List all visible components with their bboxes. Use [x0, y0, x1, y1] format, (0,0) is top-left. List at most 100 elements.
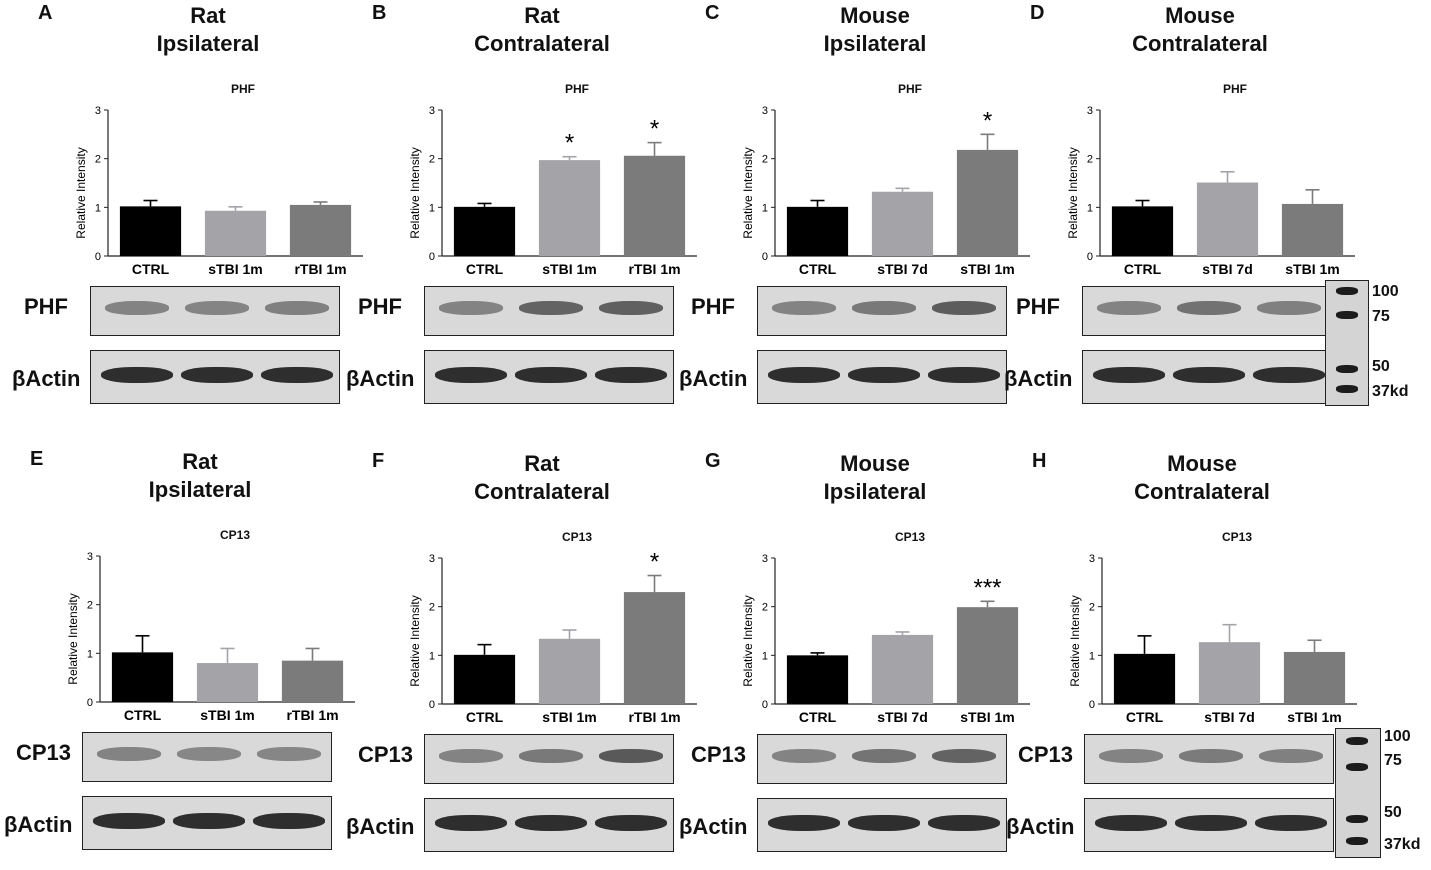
- x-tick-label: sTBI 7d: [877, 261, 928, 277]
- chart-title: PHF: [231, 82, 255, 96]
- blot-protein-label: PHF: [358, 294, 402, 319]
- bar: [1198, 642, 1261, 704]
- ladder-band: [1346, 737, 1368, 745]
- blot-strip-actin: [1084, 798, 1334, 852]
- significance-marker: *: [650, 116, 659, 143]
- blot-actin-label: βActin: [4, 812, 73, 837]
- bar-chart: 0 1 2 3 Relative Intensity CTRL sTBI 7d *** sTBI…: [741, 553, 1030, 725]
- blot-strip-actin: [90, 350, 340, 404]
- protein-band: [852, 301, 916, 315]
- panel-title-side: Contralateral: [1132, 31, 1268, 56]
- significance-marker: ***: [973, 574, 1001, 601]
- ladder-band: [1336, 311, 1358, 319]
- panel-letter: D: [1030, 2, 1045, 24]
- protein-band: [1097, 301, 1161, 315]
- panel-title-side: Contralateral: [474, 31, 610, 56]
- blot-strip-protein: [424, 734, 674, 784]
- panel-h: H Mouse Contralateral CP13 0 1 2 3 Relative Inte…: [1006, 450, 1372, 870]
- mw-marker-37kd: 37kd: [1384, 836, 1421, 853]
- x-tick-label: sTBI 1m: [1285, 261, 1339, 277]
- chart-title: CP13: [894, 530, 926, 544]
- protein-band: [97, 747, 161, 761]
- bar: [538, 160, 601, 256]
- y-tick-label: 1: [762, 202, 768, 214]
- mw-ladder-bottom: [1335, 728, 1381, 858]
- actin-band: [1255, 815, 1327, 831]
- blot-protein-label: CP13: [358, 742, 414, 767]
- protein-band: [599, 749, 663, 763]
- protein-band: [1177, 301, 1241, 315]
- blot-protein-label: CP13: [1018, 742, 1074, 767]
- x-tick-label: sTBI 1m: [542, 261, 596, 277]
- actin-band: [768, 367, 840, 383]
- blot-actin-label: βActin: [346, 814, 415, 839]
- bar: [281, 660, 344, 702]
- bar: [1113, 653, 1176, 704]
- blot-strip-protein: [424, 286, 674, 336]
- protein-band: [185, 301, 249, 315]
- actin-band: [253, 813, 325, 829]
- bar: [111, 652, 174, 702]
- chart-title: PHF: [565, 82, 589, 96]
- blot-actin-label: βActin: [679, 814, 748, 839]
- y-tick-label: 2: [95, 154, 101, 166]
- y-tick-label: 3: [429, 105, 435, 117]
- panel-letter: B: [372, 2, 387, 24]
- x-tick-label: sTBI 7d: [1202, 261, 1253, 277]
- y-tick-label: 2: [1089, 602, 1095, 614]
- x-tick-label: sTBI 1m: [200, 707, 254, 723]
- blot-strip-actin: [757, 350, 1007, 404]
- protein-band: [105, 301, 169, 315]
- blot-strip-protein: [1084, 734, 1334, 784]
- panel-g: G Mouse Ipsilateral CP13 0 1 2 3 Relative Intens…: [679, 450, 1045, 870]
- bar-chart: 0 1 2 3 Relative Intensity CTRL sTBI 7d * sTBI 1…: [741, 105, 1030, 277]
- blot-actin-label: βActin: [1004, 366, 1073, 391]
- mw-marker-37kd: 37kd: [1372, 383, 1409, 400]
- panel-a: A Rat Ipsilateral PHF 0 1 2 3 Relative Intensity…: [12, 2, 378, 422]
- chart-title: PHF: [1223, 82, 1247, 96]
- panel-title-side: Ipsilateral: [156, 31, 260, 56]
- bar: [196, 663, 259, 702]
- x-tick-label: sTBI 1m: [960, 709, 1014, 725]
- actin-band: [93, 813, 165, 829]
- bar: [871, 634, 934, 704]
- blot-strip-protein: [757, 286, 1007, 336]
- bar: [956, 149, 1019, 256]
- y-axis-label: Relative Intensity: [741, 595, 755, 686]
- protein-band: [177, 747, 241, 761]
- panel-title-species: Rat: [524, 3, 560, 28]
- ladder-band: [1336, 385, 1358, 393]
- actin-band: [928, 815, 1000, 831]
- x-tick-label: rTBI 1m: [294, 261, 346, 277]
- actin-band: [515, 367, 587, 383]
- bar-chart: 0 1 2 3 Relative Intensity CTRL sTBI 7d sTBI 1m: [1068, 553, 1357, 725]
- y-axis-label: Relative Intensity: [1066, 147, 1080, 238]
- x-tick-label: CTRL: [132, 261, 170, 277]
- blot-protein-label: PHF: [1016, 294, 1060, 319]
- y-tick-label: 1: [762, 650, 768, 662]
- y-axis-label: Relative Intensity: [74, 147, 88, 238]
- bar: [453, 654, 516, 704]
- bar-chart: 0 1 2 3 Relative Intensity CTRL * sTBI 1m * rTBI …: [408, 105, 697, 277]
- ladder-band: [1346, 837, 1368, 845]
- blot-strip-protein: [1082, 286, 1332, 336]
- blot-protein-label: CP13: [691, 742, 747, 767]
- y-axis-label: Relative Intensity: [408, 595, 422, 686]
- protein-band: [599, 301, 663, 315]
- ladder-band: [1346, 763, 1368, 771]
- y-tick-label: 1: [87, 648, 93, 660]
- y-tick-label: 1: [95, 202, 101, 214]
- blot-strip-protein: [82, 732, 332, 782]
- actin-band: [1173, 367, 1245, 383]
- actin-band: [1093, 367, 1165, 383]
- panel-letter: A: [38, 2, 53, 24]
- bar: [786, 206, 849, 256]
- bar-chart: 0 1 2 3 Relative Intensity CTRL sTBI 1m rTBI 1m: [66, 551, 355, 723]
- protein-band: [519, 301, 583, 315]
- x-tick-label: CTRL: [466, 709, 504, 725]
- bar: [786, 655, 849, 704]
- y-axis-label: Relative Intensity: [408, 147, 422, 238]
- y-tick-label: 3: [1087, 105, 1093, 117]
- chart-title: CP13: [1221, 530, 1253, 544]
- blot-strip-actin: [757, 798, 1007, 852]
